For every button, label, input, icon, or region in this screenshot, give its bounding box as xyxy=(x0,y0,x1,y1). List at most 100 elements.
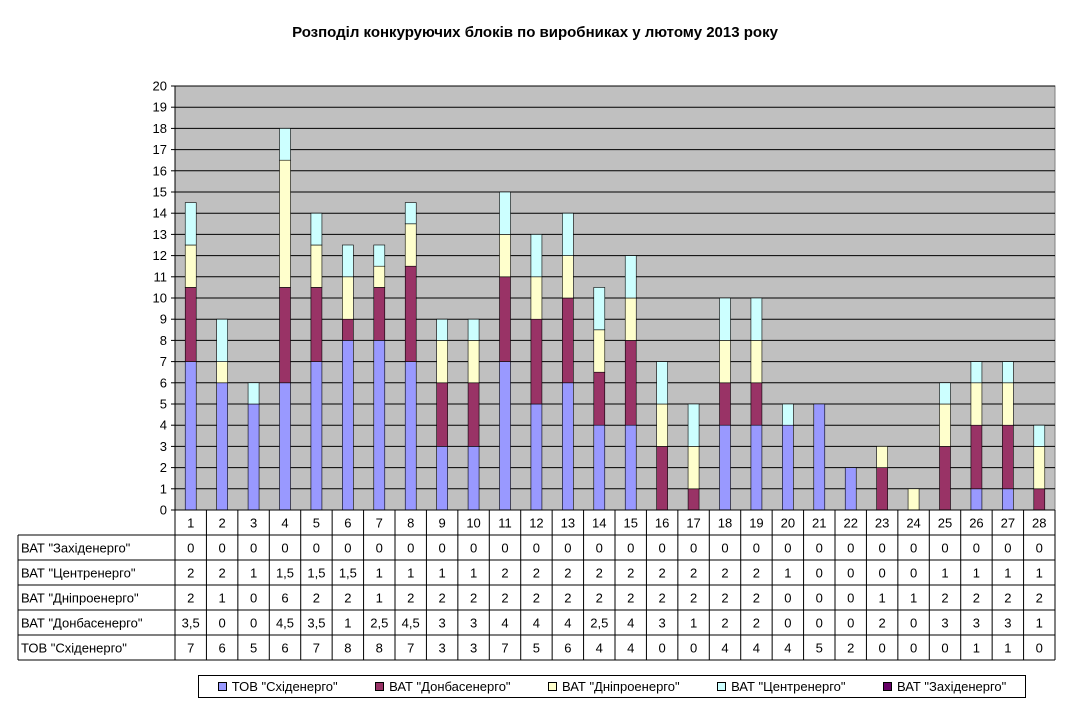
data-label: 2 xyxy=(439,591,446,606)
legend-entry: ВАТ "Західенерго" xyxy=(882,679,1006,694)
data-label: 2 xyxy=(847,641,854,656)
data-label: 2 xyxy=(187,591,194,606)
data-label: 0 xyxy=(1004,541,1011,556)
bar-segment xyxy=(907,488,920,511)
y-tick-label: 18 xyxy=(153,121,167,136)
data-label: 4 xyxy=(564,616,571,631)
data-label: 1 xyxy=(784,566,791,581)
bar-segment xyxy=(184,202,197,246)
bar-segment xyxy=(184,244,197,288)
data-label: 0 xyxy=(596,541,603,556)
data-label: 2 xyxy=(407,591,414,606)
bar-segment xyxy=(530,403,543,511)
legend-swatch xyxy=(548,682,557,691)
data-label: 0 xyxy=(784,591,791,606)
data-label: 1,5 xyxy=(339,566,357,581)
bar-segment xyxy=(939,382,951,405)
bar-segment xyxy=(1002,424,1014,490)
data-label: 3 xyxy=(973,616,980,631)
data-label: 1 xyxy=(376,591,383,606)
data-label: 0 xyxy=(879,641,886,656)
y-tick-label: 1 xyxy=(160,481,167,496)
bar-segment xyxy=(436,382,448,447)
data-label: 2 xyxy=(219,566,226,581)
data-label: 0 xyxy=(879,541,886,556)
data-label: 2 xyxy=(1004,591,1011,606)
bar-segment xyxy=(750,382,763,426)
bar-segment xyxy=(184,287,197,362)
data-label: 2 xyxy=(753,566,760,581)
bar-segment xyxy=(279,287,291,384)
legend-swatch xyxy=(217,682,227,691)
bar-segment xyxy=(1033,488,1046,511)
data-label: 0 xyxy=(910,566,917,581)
data-label: 5 xyxy=(816,641,823,656)
data-label: 0 xyxy=(816,616,823,631)
data-label: 6 xyxy=(281,591,288,606)
data-label: 2 xyxy=(690,591,697,606)
bar-segment xyxy=(562,255,574,299)
data-label: 0 xyxy=(250,616,257,631)
bar-segment xyxy=(719,297,731,341)
data-label: 2 xyxy=(659,591,666,606)
data-label: 0 xyxy=(564,541,571,556)
bar-segment xyxy=(530,318,543,405)
data-label: 4,5 xyxy=(402,616,420,631)
bar-segment xyxy=(467,382,480,447)
data-label: 2 xyxy=(659,566,666,581)
x-tick-label: 21 xyxy=(812,516,826,531)
data-label: 1 xyxy=(376,566,383,581)
bar-segment xyxy=(624,424,637,511)
data-label: 0 xyxy=(941,541,948,556)
x-tick-label: 7 xyxy=(376,516,383,531)
data-label: 3 xyxy=(470,641,477,656)
y-tick-label: 0 xyxy=(160,503,167,518)
bar-segment xyxy=(782,424,794,511)
x-tick-label: 3 xyxy=(250,516,257,531)
bar-segment xyxy=(530,276,543,320)
y-tick-label: 16 xyxy=(153,163,167,178)
bar-segment xyxy=(467,340,480,384)
data-label: 0 xyxy=(659,541,666,556)
data-label: 4,5 xyxy=(276,616,294,631)
bar-segment xyxy=(310,244,323,288)
data-label: 2 xyxy=(721,616,728,631)
data-label: 4 xyxy=(753,641,760,656)
data-label: 0 xyxy=(847,566,854,581)
bar-segment xyxy=(216,361,228,384)
y-tick-label: 12 xyxy=(153,248,167,263)
data-label: 2 xyxy=(753,616,760,631)
data-label: 2 xyxy=(501,566,508,581)
legend-entry: ВАТ "Дніпроенерго" xyxy=(548,679,680,694)
bar-segment xyxy=(436,446,448,511)
bar-segment xyxy=(562,297,574,384)
data-label: 4 xyxy=(596,641,603,656)
data-label: 2 xyxy=(627,566,634,581)
bar-segment xyxy=(562,212,574,256)
bar-segment xyxy=(782,403,794,426)
table-series-name: ВАТ "Західенерго" xyxy=(21,541,131,556)
data-label: 0 xyxy=(816,566,823,581)
y-tick-label: 13 xyxy=(153,227,167,242)
legend-label: ВАТ "Донбасенерго" xyxy=(389,679,511,694)
data-label: 3 xyxy=(1004,616,1011,631)
legend: ТОВ "Східенерго" ВАТ "Донбасенерго" ВАТ "Д… xyxy=(198,675,1026,698)
bar-segment xyxy=(970,361,983,384)
bar-segment xyxy=(593,424,606,511)
x-tick-label: 2 xyxy=(219,516,226,531)
data-label: 4 xyxy=(501,616,508,631)
data-label: 6 xyxy=(281,641,288,656)
data-label: 0 xyxy=(910,616,917,631)
bar-segment xyxy=(970,488,983,511)
bar-segment xyxy=(624,297,637,341)
bar-segment xyxy=(467,446,480,511)
data-label: 3,5 xyxy=(307,616,325,631)
data-label: 2 xyxy=(596,591,603,606)
table-series-name: ВАТ "Дніпроенерго" xyxy=(21,591,139,606)
data-label: 7 xyxy=(407,641,414,656)
data-label: 1 xyxy=(470,566,477,581)
chart-title: Розподіл конкуруючих блоків по виробника… xyxy=(292,24,778,41)
data-label: 2 xyxy=(187,566,194,581)
data-label: 1 xyxy=(250,566,257,581)
x-tick-label: 8 xyxy=(407,516,414,531)
